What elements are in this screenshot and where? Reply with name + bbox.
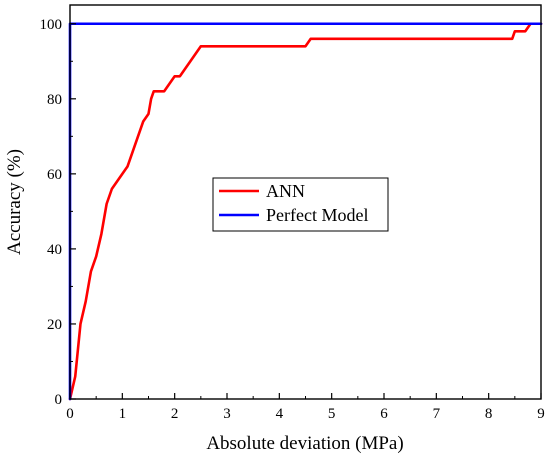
x-tick-label-1: 1 <box>119 406 127 422</box>
legend-ann-label: ANN <box>266 181 305 201</box>
series-line-ann <box>68 22 543 401</box>
legend: ANN Perfect Model <box>212 177 389 232</box>
x-tick-label-4: 4 <box>276 406 284 422</box>
legend-box <box>212 177 389 232</box>
x-tick-label-8: 8 <box>485 406 493 422</box>
y-tick-label-0: 0 <box>55 392 63 408</box>
x-tick-label-9: 9 <box>537 406 545 422</box>
y-tick-label-2: 40 <box>47 242 62 258</box>
y-tick-label-3: 60 <box>47 167 62 183</box>
axis-ticks: 0 1 2 3 4 5 6 7 8 9 0 20 40 60 80 100 <box>40 17 545 422</box>
x-tick-label-0: 0 <box>66 406 74 422</box>
x-tick-label-6: 6 <box>380 406 388 422</box>
x-tick-label-3: 3 <box>223 406 231 422</box>
y-axis-title: Accuracy (%) <box>4 149 25 255</box>
x-tick-label-5: 5 <box>328 406 336 422</box>
x-tick-label-7: 7 <box>433 406 441 422</box>
x-tick-label-2: 2 <box>171 406 179 422</box>
y-tick-label-4: 80 <box>47 92 62 108</box>
y-tick-label-5: 100 <box>40 17 63 33</box>
legend-perfect-model-label: Perfect Model <box>266 205 368 225</box>
y-tick-label-1: 20 <box>47 317 62 333</box>
x-axis-title: Absolute deviation (MPa) <box>206 433 403 454</box>
